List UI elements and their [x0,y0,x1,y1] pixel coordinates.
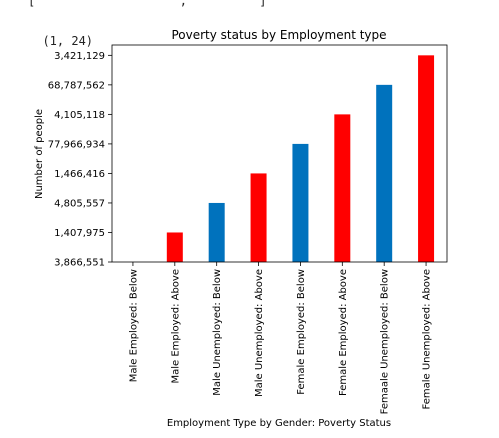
console-partial-line: [ , ] [28,0,267,8]
y-tick-label: 4,805,557 [54,198,105,209]
x-tick-label: Male Employed: Below [128,269,139,382]
y-tick-label: 1,466,416 [54,169,105,180]
x-axis-label: Employment Type by Gender: Poverty Statu… [167,418,391,429]
y-tick-label: 3,866,551 [54,258,105,269]
y-tick-label: 3,421,129 [54,51,105,62]
y-tick-label: 77,966,934 [48,139,105,150]
y-tick-label: 68,787,562 [48,80,105,91]
bar [376,84,393,262]
bar [250,173,267,262]
bar [208,202,225,262]
x-tick-label: Male Employed: Above [170,269,181,384]
x-tick-label: Female Unemployed: Above [422,269,433,409]
x-tick-label: Male Unemployed: Below [212,269,223,396]
y-tick-label: 1,407,975 [54,228,105,239]
bar [418,55,435,263]
x-tick-label: Femaale Unemployed: Below [380,269,391,414]
bar [292,143,309,262]
console-shape-output: (1, 24) [42,34,94,48]
plot-frame [111,44,448,263]
console-output: [ , ] (1, 24) [28,0,266,48]
x-tick-label: Male Unemployed: Above [254,269,265,397]
bar [166,232,183,262]
chart-title: Poverty status by Employment type [171,28,386,42]
x-tick-label: Female Employed: Above [338,269,349,396]
bar [334,114,351,262]
y-axis-label: Number of people [34,109,45,199]
x-tick-label: Female Employed: Below [296,269,307,395]
y-tick-label: 4,105,118 [54,110,105,121]
